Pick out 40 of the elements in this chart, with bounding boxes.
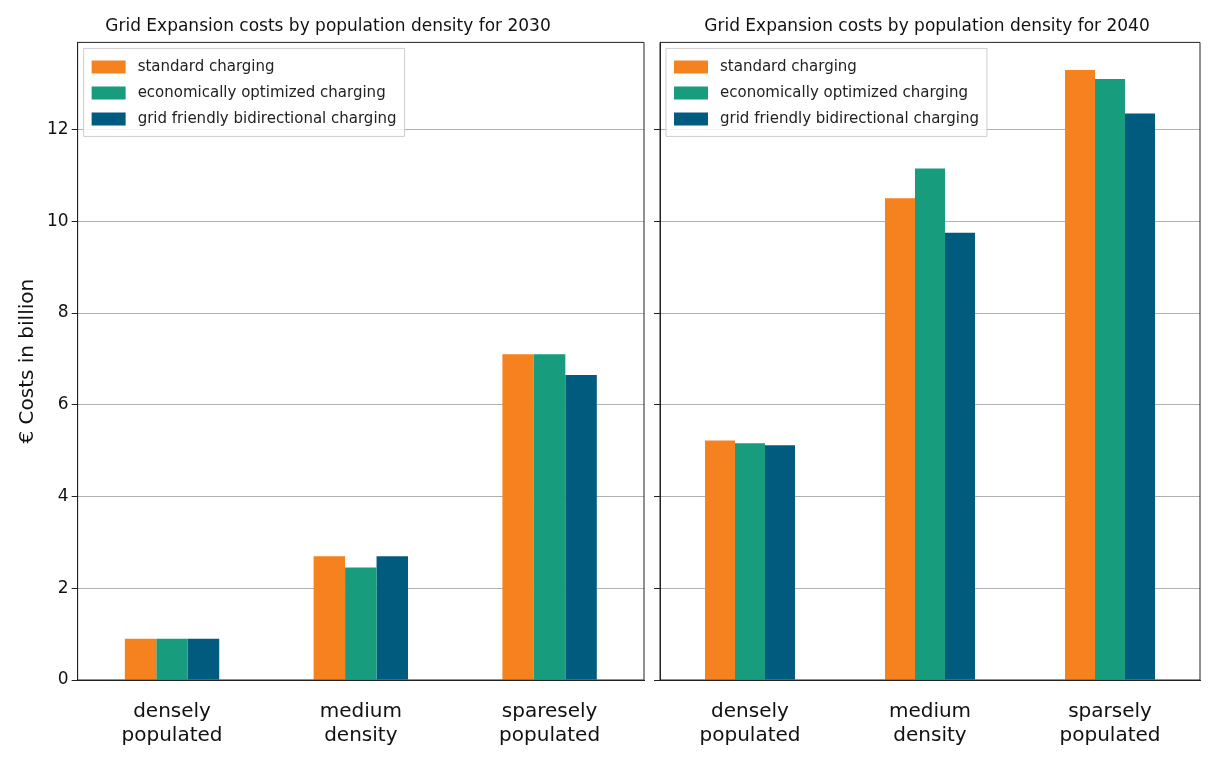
bar	[156, 638, 188, 680]
bar	[945, 232, 975, 680]
bar	[345, 567, 377, 680]
legend-label: grid friendly bidirectional charging	[720, 109, 979, 128]
y-tick-label: 6	[57, 393, 69, 414]
bar	[735, 443, 765, 680]
x-tick-label: medium density	[888, 698, 972, 747]
bar	[915, 168, 945, 680]
y-tick-label: 8	[57, 301, 69, 322]
bar	[1125, 113, 1155, 680]
bar	[1095, 79, 1125, 680]
x-tick-label: medium density	[319, 698, 402, 747]
bar	[885, 198, 915, 680]
legend-label: standard charging	[720, 57, 857, 76]
bar	[124, 638, 157, 680]
y-tick-label: 0	[57, 668, 69, 689]
bar	[1065, 69, 1095, 680]
bar	[376, 556, 409, 680]
bar	[502, 354, 534, 680]
y-tick-label: 2	[57, 576, 69, 597]
legend-label: standard charging	[137, 57, 275, 76]
legend-label: economically optimized charging	[137, 83, 386, 102]
legend-label: economically optimized charging	[720, 83, 969, 102]
bar	[765, 445, 795, 680]
chart-title: Grid Expansion costs by population density for 2030	[105, 14, 551, 35]
x-tick-label: densely populated	[121, 698, 223, 747]
bar	[565, 374, 597, 680]
x-tick-label: densely populated	[699, 698, 801, 747]
x-tick-label: sparesely populated	[499, 698, 601, 747]
bar	[187, 638, 220, 680]
y-tick-label: 10	[46, 209, 69, 230]
y-tick-label: 12	[46, 117, 69, 138]
legend-label: grid friendly bidirectional charging	[137, 109, 397, 128]
y-axis-title: € Costs in billion	[14, 278, 39, 444]
bar	[313, 556, 346, 680]
bar	[533, 354, 566, 680]
bar	[705, 440, 735, 680]
x-tick-label: sparsely populated	[1059, 698, 1161, 747]
y-tick-label: 4	[57, 484, 69, 505]
chart-title: Grid Expansion costs by population density for 2040	[704, 14, 1150, 35]
